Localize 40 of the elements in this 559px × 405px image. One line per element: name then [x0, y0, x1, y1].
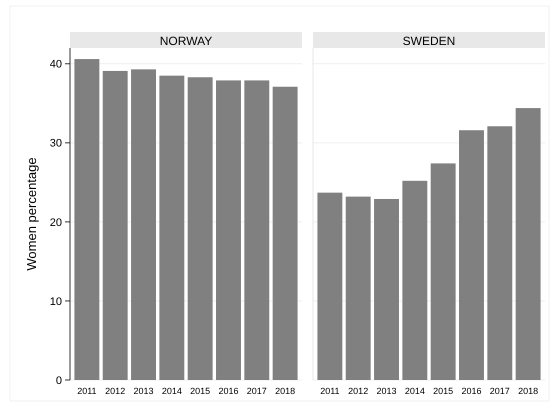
x-tick-label: 2018 — [518, 386, 538, 396]
chart-title: SWEDEN — [402, 34, 456, 48]
y-tick-label: 30 — [50, 138, 62, 150]
x-tick-label: 2012 — [348, 386, 368, 396]
bar — [74, 59, 100, 380]
bar — [374, 198, 399, 380]
x-tick-label: 2015 — [190, 386, 210, 396]
bar — [430, 163, 456, 380]
bar — [346, 196, 371, 380]
bar — [216, 80, 241, 380]
y-tick-label: 40 — [50, 58, 62, 71]
bar — [487, 126, 512, 380]
bar — [188, 77, 213, 380]
bar — [159, 76, 184, 380]
bar — [459, 130, 484, 380]
x-tick-label: 2014 — [404, 386, 425, 396]
x-tick-label: 2018 — [275, 386, 296, 396]
bar — [317, 192, 342, 380]
y-tick-label: 10 — [50, 296, 62, 308]
bar — [102, 70, 128, 380]
x-tick-label: 2017 — [490, 386, 510, 396]
y-axis-title: Women percentage — [24, 157, 39, 271]
bar — [244, 80, 270, 380]
x-tick-label: 2014 — [162, 386, 182, 396]
x-tick-label: 2011 — [320, 386, 340, 396]
x-tick-label: 2013 — [134, 386, 154, 396]
x-tick-label: 2013 — [376, 386, 397, 396]
chart-title: NORWAY — [160, 34, 212, 48]
bar — [516, 108, 541, 380]
y-tick-label: 20 — [50, 216, 62, 229]
bar — [402, 180, 428, 380]
x-tick-label: 2017 — [246, 386, 267, 396]
bar — [272, 86, 298, 380]
x-tick-label: 2016 — [461, 386, 482, 396]
y-tick-label: 0 — [56, 374, 62, 387]
x-tick-label: 2015 — [433, 386, 454, 396]
x-tick-label: 2011 — [77, 386, 97, 396]
bar — [131, 69, 156, 380]
x-tick-label: 2016 — [218, 386, 238, 396]
x-tick-label: 2012 — [105, 386, 126, 396]
